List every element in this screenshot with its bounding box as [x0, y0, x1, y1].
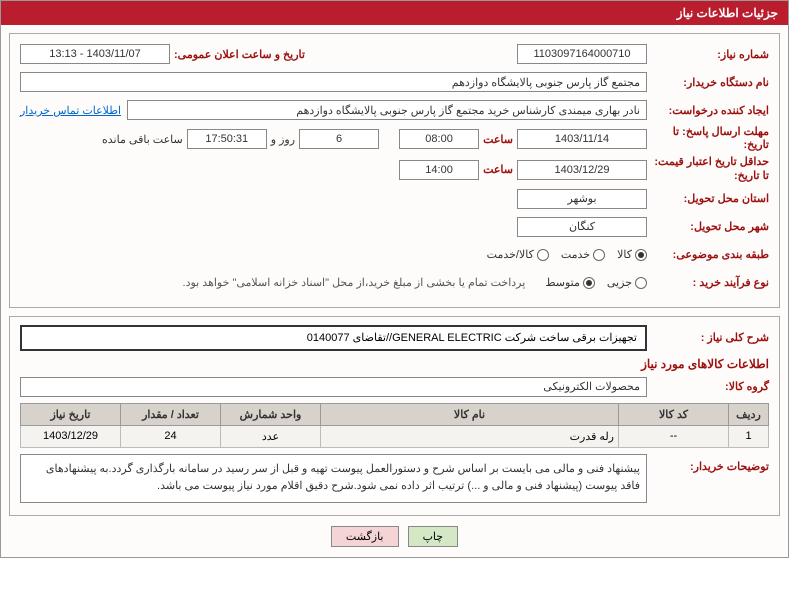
row-city: شهر محل تحویل: کنگان [20, 215, 769, 239]
days-label: روز و [267, 133, 299, 146]
validity-label: حداقل تاریخ اعتبار قیمت: تا تاریخ: [647, 156, 769, 182]
row-purchase-type: نوع فرآیند خرید : جزیی متوسط پرداخت تمام… [20, 271, 769, 295]
purchase-note: پرداخت تمام یا بخشی از مبلغ خرید،از محل … [183, 276, 526, 289]
deadline-date: 1403/11/14 [517, 129, 647, 149]
province-label: استان محل تحویل: [647, 192, 769, 205]
buyer-notes-label: توضیحات خریدار: [647, 454, 769, 473]
overview-text: تجهیزات برقی ساخت شرکت GENERAL ELECTRIC/… [20, 325, 647, 351]
radio-dot-icon [583, 277, 595, 289]
goods-group-label: گروه کالا: [647, 380, 769, 393]
row-deadline: مهلت ارسال پاسخ: تا تاریخ: 1403/11/14 سا… [20, 126, 769, 152]
row-overview: شرح کلی نیاز : تجهیزات برقی ساخت شرکت GE… [20, 325, 769, 351]
contact-link[interactable]: اطلاعات تماس خریدار [20, 104, 121, 117]
radio-minor[interactable]: جزیی [607, 276, 647, 289]
announce-label: تاریخ و ساعت اعلان عمومی: [170, 48, 309, 61]
main-info-box: شماره نیاز: 1103097164000710 تاریخ و ساع… [9, 33, 780, 308]
requester-label: ایجاد کننده درخواست: [647, 104, 769, 117]
buyer-label: نام دستگاه خریدار: [647, 76, 769, 89]
radio-dot-icon [635, 277, 647, 289]
panel-title: جزئیات اطلاعات نیاز [1, 1, 788, 25]
row-category: طبقه بندی موضوعی: کالا خدمت کالا/خدمت [20, 243, 769, 267]
days-remaining: 6 [299, 129, 379, 149]
radio-goods[interactable]: کالا [617, 248, 647, 261]
cell-name: رله قدرت [321, 425, 619, 447]
deadline-time: 08:00 [399, 129, 479, 149]
row-buyer: نام دستگاه خریدار: مجتمع گاز پارس جنوبی … [20, 70, 769, 94]
requester-value: نادر بهاری میمندی کارشناس خرید مجتمع گاز… [127, 100, 647, 120]
table-row: 1 -- رله قدرت عدد 24 1403/12/29 [21, 425, 769, 447]
radio-medium[interactable]: متوسط [545, 276, 595, 289]
th-row-no: ردیف [729, 403, 769, 425]
row-goods-group: گروه کالا: محصولات الکترونیکی [20, 375, 769, 399]
category-label: طبقه بندی موضوعی: [647, 248, 769, 261]
radio-service[interactable]: خدمت [561, 248, 605, 261]
need-no-value: 1103097164000710 [517, 44, 647, 64]
remain-label: ساعت باقی مانده [98, 133, 187, 146]
panel-body: شماره نیاز: 1103097164000710 تاریخ و ساع… [1, 25, 788, 557]
row-requester: ایجاد کننده درخواست: نادر بهاری میمندی ک… [20, 98, 769, 122]
cell-code: -- [619, 425, 729, 447]
time-label-1: ساعت [479, 133, 517, 146]
validity-date: 1403/12/29 [517, 160, 647, 180]
province-value: بوشهر [517, 189, 647, 209]
back-button[interactable]: بازگشت [331, 526, 399, 547]
button-row: چاپ بازگشت [9, 524, 780, 549]
details-panel: جزئیات اطلاعات نیاز شماره نیاز: 11030971… [0, 0, 789, 558]
category-radio-group: کالا خدمت کالا/خدمت [487, 248, 647, 261]
buyer-notes-text: پیشنهاد فنی و مالی می بایست بر اساس شرح … [20, 454, 647, 503]
announce-value: 1403/11/07 - 13:13 [20, 44, 170, 64]
city-value: کنگان [517, 217, 647, 237]
deadline-label: مهلت ارسال پاسخ: تا تاریخ: [647, 126, 769, 152]
print-button[interactable]: چاپ [408, 526, 459, 547]
radio-dot-icon [537, 249, 549, 261]
purchase-type-label: نوع فرآیند خرید : [647, 276, 769, 289]
th-name: نام کالا [321, 403, 619, 425]
time-label-2: ساعت [479, 163, 517, 176]
radio-dot-icon [635, 249, 647, 261]
th-qty: تعداد / مقدار [121, 403, 221, 425]
cell-date: 1403/12/29 [21, 425, 121, 447]
cell-qty: 24 [121, 425, 221, 447]
th-date: تاریخ نیاز [21, 403, 121, 425]
th-code: کد کالا [619, 403, 729, 425]
need-no-label: شماره نیاز: [647, 48, 769, 61]
city-label: شهر محل تحویل: [647, 220, 769, 233]
goods-box: شرح کلی نیاز : تجهیزات برقی ساخت شرکت GE… [9, 316, 780, 516]
radio-goods-service[interactable]: کالا/خدمت [487, 248, 549, 261]
cell-unit: عدد [221, 425, 321, 447]
cell-row-no: 1 [729, 425, 769, 447]
th-unit: واحد شمارش [221, 403, 321, 425]
radio-dot-icon [593, 249, 605, 261]
row-need-no: شماره نیاز: 1103097164000710 تاریخ و ساع… [20, 42, 769, 66]
purchase-type-radio-group: جزیی متوسط [545, 276, 647, 289]
goods-group-value: محصولات الکترونیکی [20, 377, 647, 397]
row-validity: حداقل تاریخ اعتبار قیمت: تا تاریخ: 1403/… [20, 156, 769, 182]
goods-section-title: اطلاعات کالاهای مورد نیاز [20, 357, 769, 371]
row-province: استان محل تحویل: بوشهر [20, 187, 769, 211]
validity-time: 14:00 [399, 160, 479, 180]
row-buyer-notes: توضیحات خریدار: پیشنهاد فنی و مالی می با… [20, 454, 769, 503]
goods-table: ردیف کد کالا نام کالا واحد شمارش تعداد /… [20, 403, 769, 448]
buyer-value: مجتمع گاز پارس جنوبی پالایشگاه دوازدهم [20, 72, 647, 92]
time-remaining: 17:50:31 [187, 129, 267, 149]
overview-label: شرح کلی نیاز : [647, 331, 769, 344]
table-header-row: ردیف کد کالا نام کالا واحد شمارش تعداد /… [21, 403, 769, 425]
